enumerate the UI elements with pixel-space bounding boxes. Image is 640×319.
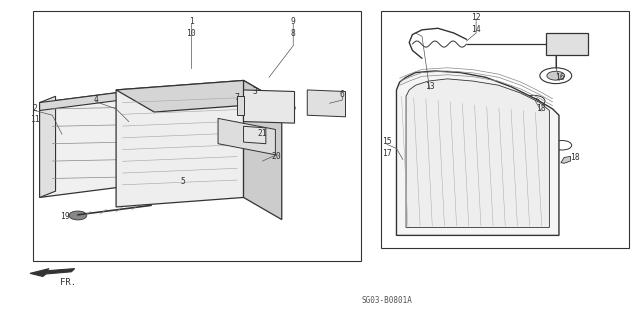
- Polygon shape: [307, 90, 346, 117]
- Circle shape: [547, 71, 564, 80]
- Text: 10: 10: [186, 28, 196, 38]
- Circle shape: [319, 100, 334, 107]
- Circle shape: [253, 158, 265, 164]
- Circle shape: [280, 105, 290, 110]
- Polygon shape: [396, 71, 559, 235]
- Polygon shape: [406, 79, 549, 227]
- Polygon shape: [40, 90, 138, 110]
- Polygon shape: [561, 156, 570, 163]
- Circle shape: [528, 98, 540, 104]
- Text: 8: 8: [291, 28, 296, 38]
- Text: 15: 15: [382, 137, 392, 146]
- Text: 18: 18: [536, 104, 546, 113]
- Polygon shape: [546, 33, 588, 55]
- Text: 17: 17: [382, 149, 392, 158]
- Text: 20: 20: [272, 152, 282, 161]
- Circle shape: [69, 211, 87, 220]
- Polygon shape: [244, 80, 282, 219]
- Text: 5: 5: [180, 177, 186, 186]
- Text: 9: 9: [291, 18, 296, 26]
- Text: 2: 2: [32, 104, 37, 113]
- Text: 11: 11: [29, 115, 40, 124]
- Polygon shape: [218, 118, 275, 155]
- Polygon shape: [40, 96, 56, 197]
- Text: 7: 7: [235, 93, 239, 102]
- Text: 19: 19: [60, 212, 70, 221]
- Polygon shape: [30, 269, 75, 277]
- Polygon shape: [116, 80, 244, 207]
- Text: FR.: FR.: [60, 278, 76, 287]
- Text: 3: 3: [253, 87, 257, 96]
- Text: SG03-B0801A: SG03-B0801A: [362, 296, 412, 305]
- Polygon shape: [116, 80, 282, 112]
- Circle shape: [173, 178, 183, 182]
- Text: 18: 18: [570, 153, 580, 162]
- Text: 12: 12: [471, 13, 481, 22]
- Polygon shape: [244, 126, 266, 144]
- Circle shape: [257, 104, 268, 109]
- Polygon shape: [237, 96, 244, 115]
- Polygon shape: [40, 90, 138, 197]
- Polygon shape: [244, 90, 294, 123]
- Text: 13: 13: [425, 82, 435, 91]
- Text: 1: 1: [189, 18, 194, 26]
- Text: 21: 21: [258, 129, 268, 138]
- Text: 14: 14: [471, 25, 481, 34]
- Text: 6: 6: [340, 90, 345, 99]
- Text: 16: 16: [555, 73, 564, 82]
- Text: 4: 4: [93, 95, 98, 104]
